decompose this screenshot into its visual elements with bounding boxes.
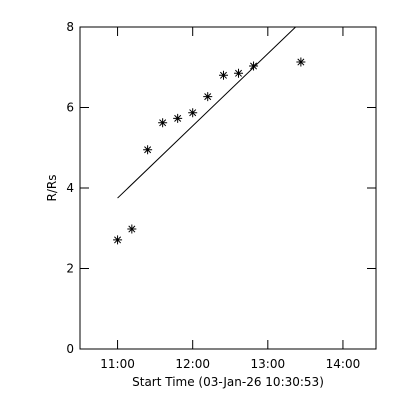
fit-line — [117, 26, 296, 199]
y-axis-label: R/Rs — [45, 175, 59, 202]
y-tick-label: 0 — [66, 342, 74, 356]
data-point — [188, 108, 198, 118]
y-tick-label: 8 — [66, 20, 74, 34]
x-tick-label: 14:00 — [326, 357, 361, 371]
data-point — [113, 235, 123, 245]
data-point — [143, 145, 153, 155]
data-point — [173, 113, 183, 123]
x-tick-label: 12:00 — [175, 357, 210, 371]
plot-frame — [79, 26, 377, 350]
data-point — [234, 68, 244, 78]
data-point — [296, 57, 306, 67]
y-tick-label: 6 — [66, 101, 74, 115]
data-point — [249, 61, 259, 71]
x-axis-label: Start Time (03-Jan-26 10:30:53) — [132, 375, 324, 389]
x-tick-label: 11:00 — [100, 357, 135, 371]
y-tick-label: 4 — [66, 181, 74, 195]
data-point — [127, 224, 137, 234]
data-point — [158, 118, 168, 128]
y-tick-label: 2 — [66, 262, 74, 276]
data-point — [218, 70, 228, 80]
data-point — [203, 92, 213, 102]
x-tick-label: 13:00 — [251, 357, 286, 371]
